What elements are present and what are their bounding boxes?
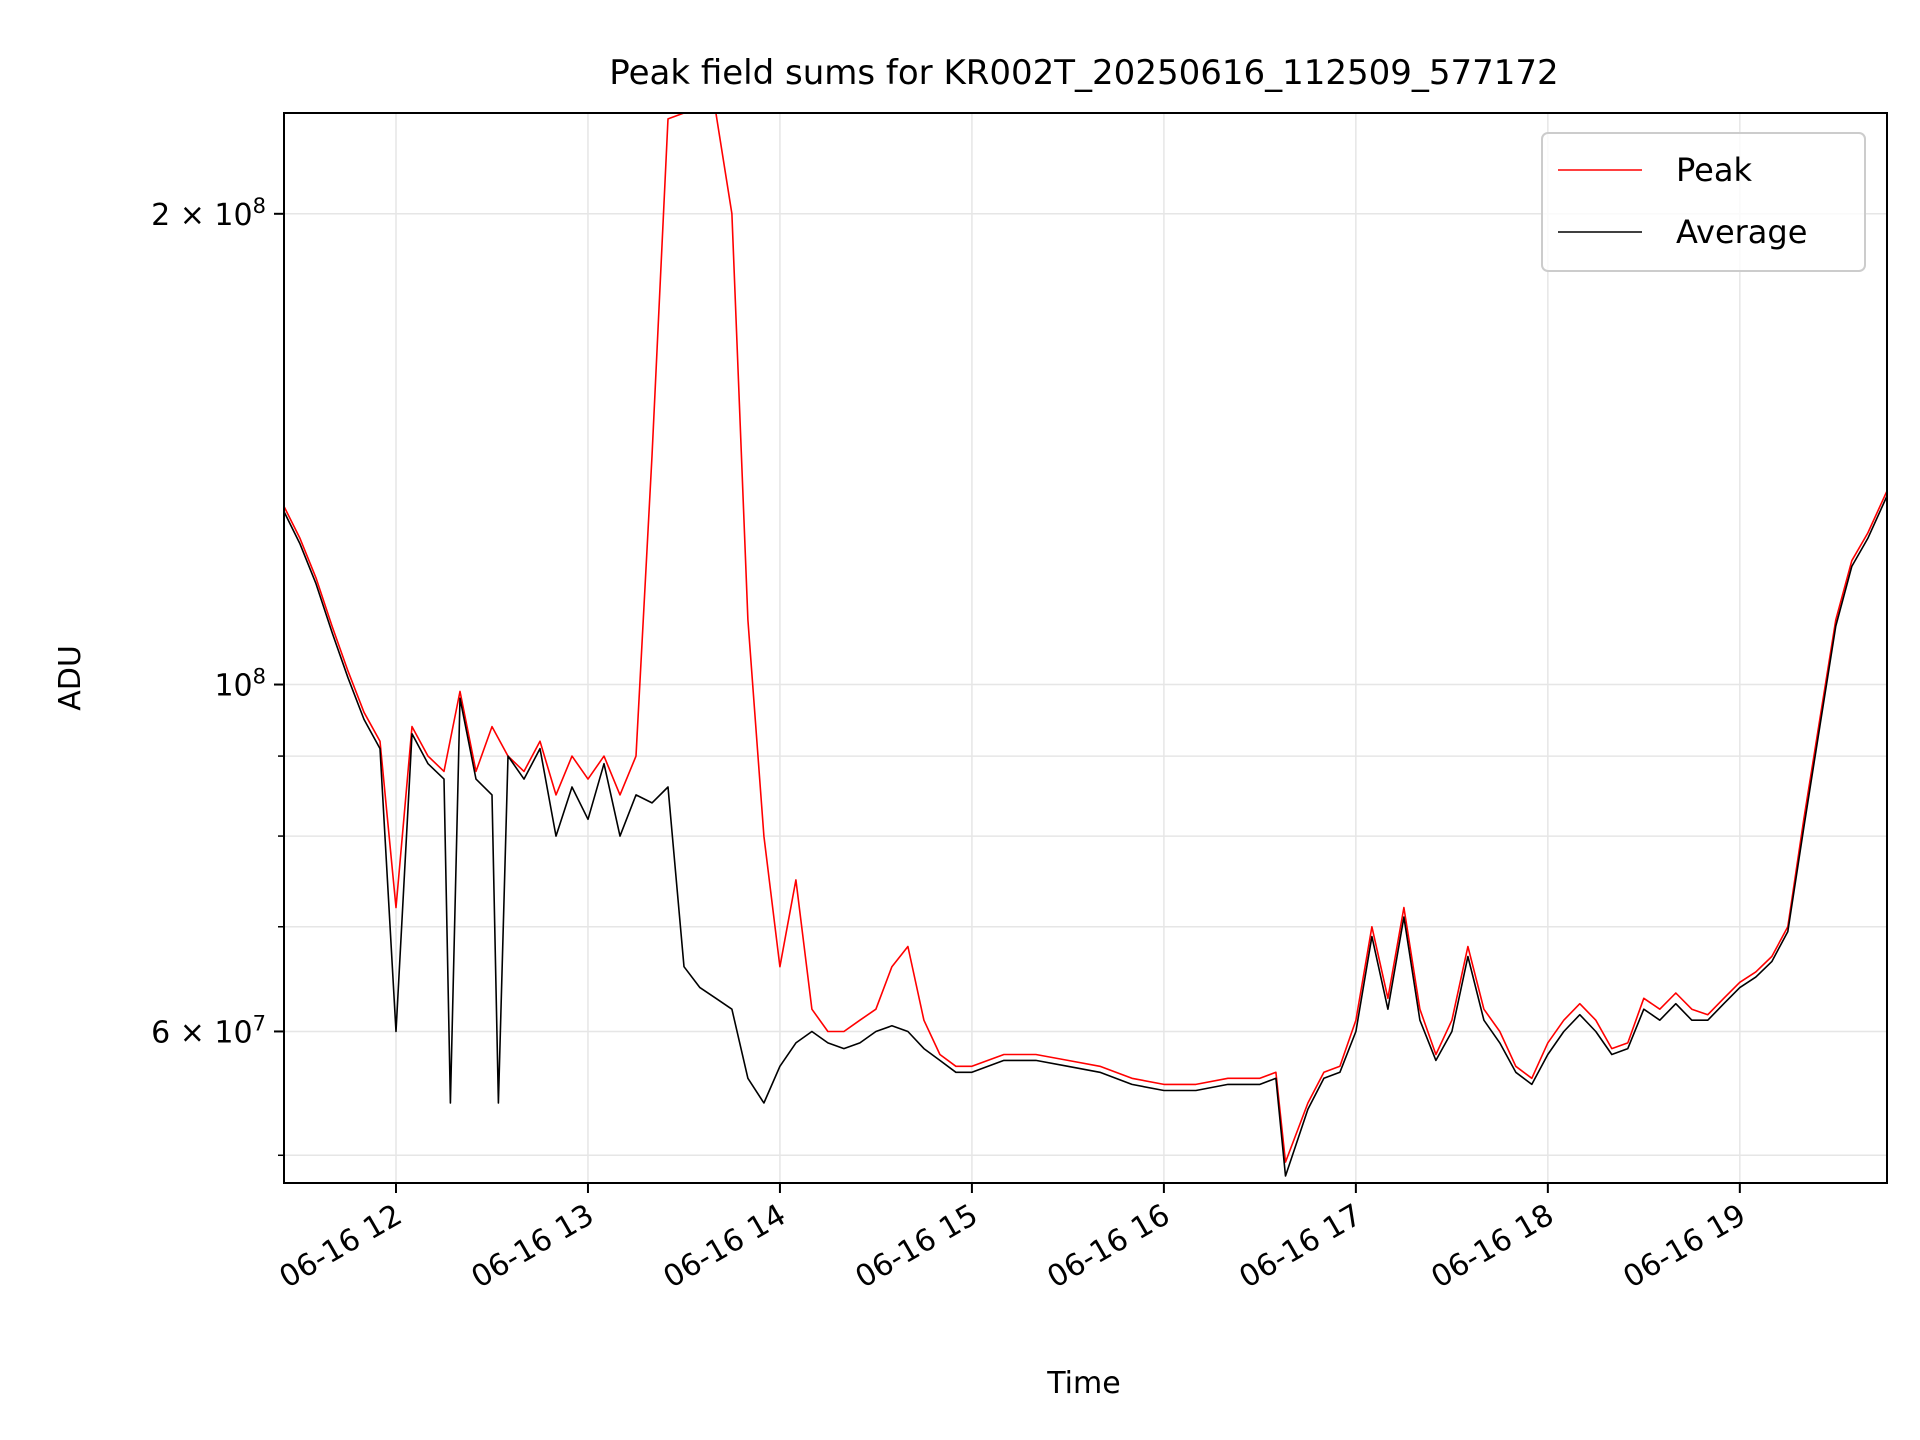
plot-frame: [283, 112, 1888, 1184]
legend-label-average: Average: [1676, 213, 1807, 251]
x-tick-label: 06-16 16: [1042, 1198, 1176, 1296]
x-tick-label: 06-16 13: [466, 1198, 600, 1296]
x-tick-label: 06-16 17: [1234, 1198, 1368, 1296]
x-tick-label: 06-16 18: [1426, 1198, 1560, 1296]
x-tick-label: 06-16 12: [274, 1198, 408, 1296]
x-tick-label: 06-16 19: [1617, 1198, 1751, 1296]
legend-label-peak: Peak: [1676, 151, 1752, 189]
x-axis-label: Time: [1046, 1366, 1120, 1401]
series-line-peak: [283, 112, 1888, 1163]
x-tick-label: 06-16 15: [850, 1198, 984, 1296]
chart-title: Peak field sums for KR002T_20250616_1125…: [609, 53, 1558, 93]
plot-grid: [284, 113, 1887, 1183]
y-axis-label: ADU: [53, 645, 88, 711]
plot-series: [283, 112, 1888, 1177]
y-tick-label: 108: [214, 665, 266, 704]
x-tick-label: 06-16 14: [658, 1198, 792, 1296]
y-tick-label: 6 × 107: [151, 1011, 266, 1050]
y-tick-label: 2 × 108: [151, 194, 266, 233]
plot-axes: 06-16 12 06-16 13 06-16 14 06-16 15 06-16 16…: [151, 112, 1888, 1296]
legend-box: [1541, 132, 1866, 272]
legend: Peak Average: [1541, 132, 1866, 272]
series-line-average: [283, 495, 1888, 1177]
